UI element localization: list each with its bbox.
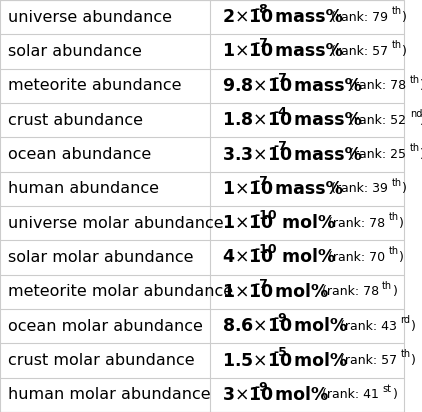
Text: -5: -5 xyxy=(273,346,287,359)
Text: (rank: 52: (rank: 52 xyxy=(345,114,406,126)
Text: human molar abundance: human molar abundance xyxy=(8,387,211,403)
Text: mol%: mol% xyxy=(288,351,347,370)
Text: -7: -7 xyxy=(273,72,287,85)
Text: (rank: 25: (rank: 25 xyxy=(345,148,406,161)
Text: mol%: mol% xyxy=(288,317,347,335)
Text: human abundance: human abundance xyxy=(8,181,160,197)
Text: th: th xyxy=(391,178,401,187)
Text: meteorite molar abundance: meteorite molar abundance xyxy=(8,284,233,300)
Text: ): ) xyxy=(420,148,422,161)
Text: (rank: 39: (rank: 39 xyxy=(327,183,388,195)
Text: 1.5$\times$10: 1.5$\times$10 xyxy=(222,351,293,370)
Text: ): ) xyxy=(399,251,404,264)
Text: mol%: mol% xyxy=(276,248,335,267)
Text: 1.8$\times$10: 1.8$\times$10 xyxy=(222,111,292,129)
Text: -10: -10 xyxy=(254,243,277,256)
Text: 4$\times$10: 4$\times$10 xyxy=(222,248,274,267)
Text: (rank: 41: (rank: 41 xyxy=(317,389,379,401)
Text: th: th xyxy=(389,212,399,222)
Text: mol%: mol% xyxy=(276,214,335,232)
Text: -7: -7 xyxy=(273,140,287,153)
Text: mass%: mass% xyxy=(288,111,362,129)
Text: ): ) xyxy=(420,114,422,126)
Text: -9: -9 xyxy=(273,312,287,325)
Text: 1$\times$10: 1$\times$10 xyxy=(222,283,274,301)
Text: -4: -4 xyxy=(273,106,287,119)
Text: mol%: mol% xyxy=(269,283,328,301)
Text: st: st xyxy=(382,384,391,393)
Text: ocean molar abundance: ocean molar abundance xyxy=(8,318,203,334)
Text: crust molar abundance: crust molar abundance xyxy=(8,353,195,368)
Text: 1$\times$10: 1$\times$10 xyxy=(222,214,274,232)
Text: (rank: 79: (rank: 79 xyxy=(327,11,388,23)
Text: solar molar abundance: solar molar abundance xyxy=(8,250,194,265)
Text: (rank: 57: (rank: 57 xyxy=(327,45,388,58)
Text: ): ) xyxy=(411,320,416,332)
Text: meteorite abundance: meteorite abundance xyxy=(8,78,182,94)
Text: (rank: 78: (rank: 78 xyxy=(324,217,385,229)
Text: th: th xyxy=(410,75,420,84)
Text: (rank: 43: (rank: 43 xyxy=(336,320,397,332)
Text: ): ) xyxy=(399,217,404,229)
Text: ): ) xyxy=(392,389,398,401)
Text: (rank: 78: (rank: 78 xyxy=(345,80,406,92)
Text: mass%: mass% xyxy=(288,77,362,95)
Text: ): ) xyxy=(402,11,407,23)
Text: ): ) xyxy=(420,80,422,92)
Text: ): ) xyxy=(392,286,398,298)
Text: nd: nd xyxy=(410,109,422,119)
Text: -10: -10 xyxy=(254,209,277,222)
Text: mol%: mol% xyxy=(269,386,328,404)
Text: (rank: 78: (rank: 78 xyxy=(317,286,379,298)
Text: universe abundance: universe abundance xyxy=(8,9,173,25)
Text: -9: -9 xyxy=(254,381,268,394)
Text: ): ) xyxy=(402,183,407,195)
Text: -8: -8 xyxy=(254,3,268,16)
Text: -7: -7 xyxy=(254,175,268,188)
Text: th: th xyxy=(391,6,401,16)
Text: ): ) xyxy=(411,354,416,367)
Text: solar abundance: solar abundance xyxy=(8,44,142,59)
Text: th: th xyxy=(389,246,399,256)
Text: mass%: mass% xyxy=(269,8,343,26)
Text: 8.6$\times$10: 8.6$\times$10 xyxy=(222,317,293,335)
Text: th: th xyxy=(400,349,411,359)
Text: (rank: 70: (rank: 70 xyxy=(324,251,385,264)
Text: mass%: mass% xyxy=(288,145,362,164)
Text: 3$\times$10: 3$\times$10 xyxy=(222,386,274,404)
Text: ocean abundance: ocean abundance xyxy=(8,147,151,162)
Text: crust abundance: crust abundance xyxy=(8,112,143,128)
Text: th: th xyxy=(382,281,392,290)
Text: universe molar abundance: universe molar abundance xyxy=(8,215,224,231)
Text: -7: -7 xyxy=(254,37,268,50)
Text: rd: rd xyxy=(400,315,411,325)
Text: -7: -7 xyxy=(254,278,268,291)
Text: 1$\times$10: 1$\times$10 xyxy=(222,42,274,61)
Text: 9.8$\times$10: 9.8$\times$10 xyxy=(222,77,292,95)
Text: 3.3$\times$10: 3.3$\times$10 xyxy=(222,145,293,164)
Text: th: th xyxy=(410,143,420,153)
Text: ): ) xyxy=(402,45,407,58)
Text: th: th xyxy=(391,40,401,50)
Text: (rank: 57: (rank: 57 xyxy=(336,354,397,367)
Text: mass%: mass% xyxy=(269,180,343,198)
Text: 1$\times$10: 1$\times$10 xyxy=(222,180,274,198)
Text: mass%: mass% xyxy=(269,42,343,61)
Text: 2$\times$10: 2$\times$10 xyxy=(222,8,274,26)
